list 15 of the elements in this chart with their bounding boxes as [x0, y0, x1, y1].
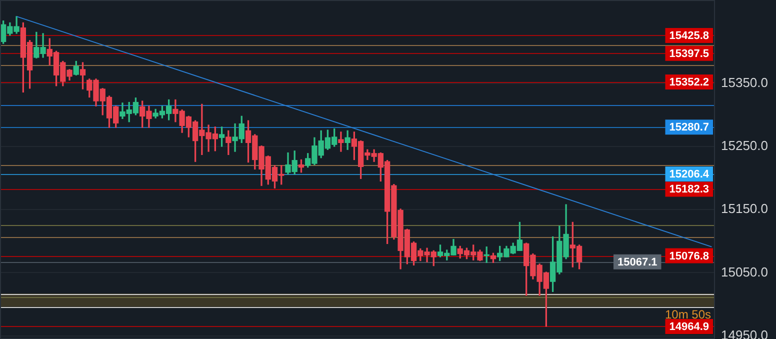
ref-line-label: 14964.9 [669, 320, 710, 333]
y-tick-label: 15250.0 [721, 138, 768, 154]
y-tick-label: 15150.0 [721, 201, 768, 216]
ref-line-label: 15280.7 [669, 122, 710, 134]
candlestick [338, 132, 344, 152]
ref-line-label: 15076.8 [669, 250, 710, 262]
ref-line-label: 15067.1 [617, 256, 658, 268]
ref-line-label: 15425.8 [669, 30, 710, 42]
ref-line-label: 15206.4 [669, 168, 710, 181]
ref-line-label: 15397.5 [669, 48, 710, 60]
y-tick-label: 15050.0 [721, 264, 768, 280]
y-tick-label: 15350.0 [721, 74, 768, 90]
ref-line-label: 15182.3 [669, 184, 710, 196]
annotation: 10m 50s [664, 307, 711, 322]
ref-line-label: 15352.2 [669, 76, 710, 88]
